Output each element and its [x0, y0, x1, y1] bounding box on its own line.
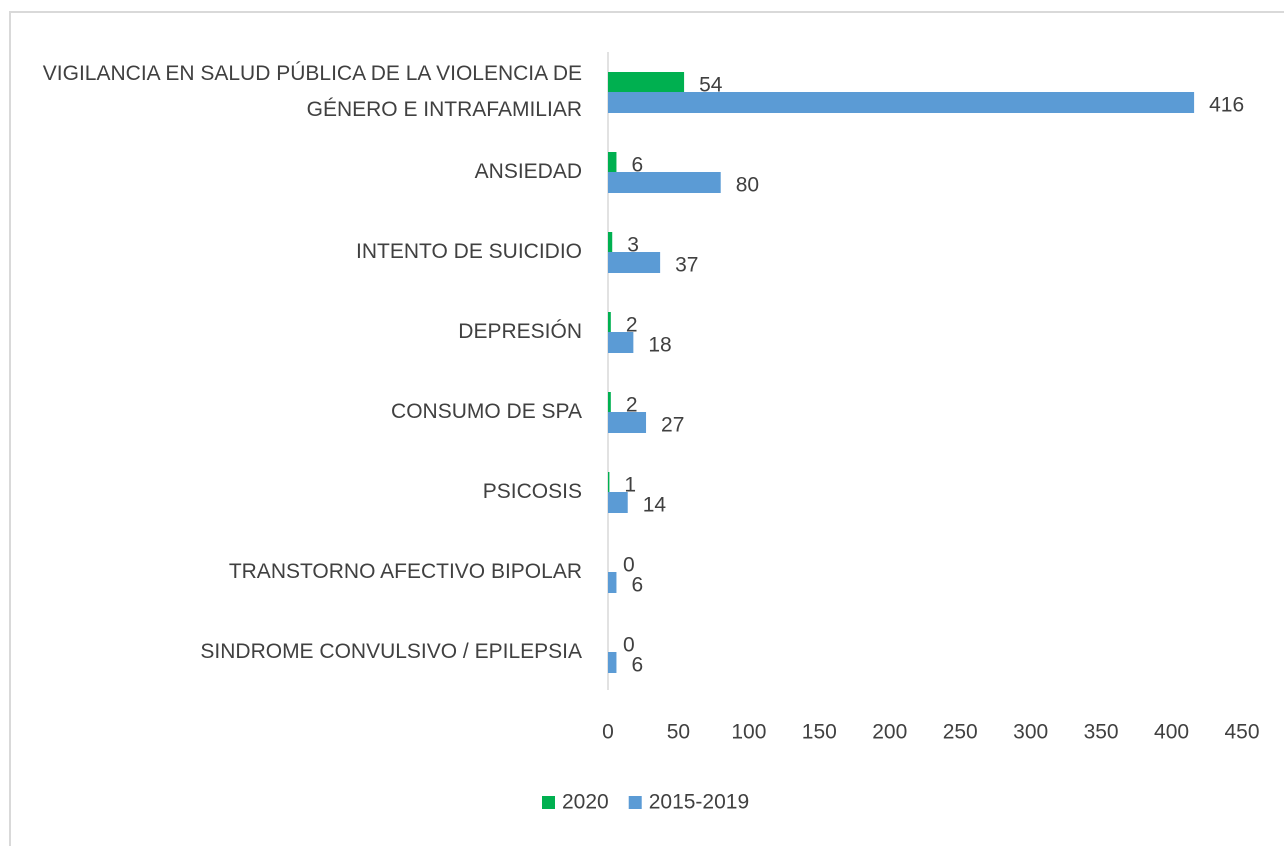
category-label: VIGILANCIA EN SALUD PÚBLICA DE LA VIOLEN…	[42, 62, 582, 121]
bar	[608, 172, 721, 193]
x-tick-label: 400	[1154, 721, 1189, 744]
data-label: 27	[661, 414, 684, 437]
x-tick-label: 50	[667, 721, 690, 744]
category-label: INTENTO DE SUICIDIO	[356, 240, 582, 263]
data-label: 6	[631, 654, 643, 677]
x-tick-label: 100	[731, 721, 766, 744]
x-tick-label: 350	[1084, 721, 1119, 744]
data-label: 0	[623, 634, 635, 657]
legend-label: 2015-2019	[649, 791, 749, 814]
x-tick-label: 450	[1224, 721, 1259, 744]
legend-label: 2020	[562, 791, 609, 814]
bar	[608, 152, 617, 173]
data-label: 14	[643, 494, 667, 517]
bar	[608, 492, 628, 513]
x-tick-label: 250	[943, 721, 978, 744]
category-label: ANSIEDAD	[474, 160, 582, 183]
bar	[608, 252, 661, 273]
data-label: 2	[626, 394, 638, 417]
category-label: TRANSTORNO AFECTIVO BIPOLAR	[228, 560, 582, 583]
data-label: 37	[675, 254, 698, 277]
bar	[608, 572, 617, 593]
x-tick-label: 150	[802, 721, 837, 744]
category-label: DEPRESIÓN	[458, 320, 582, 343]
legend-swatch	[542, 796, 555, 809]
bar	[608, 472, 610, 493]
category-label: CONSUMO DE SPA	[391, 400, 582, 423]
data-label: 0	[623, 554, 635, 577]
data-label: 54	[699, 74, 723, 97]
bar	[608, 92, 1195, 113]
data-label: 6	[631, 574, 643, 597]
bar	[608, 332, 634, 353]
data-label: 18	[648, 334, 671, 357]
x-tick-label: 300	[1013, 721, 1048, 744]
category-label: PSICOSIS	[482, 480, 582, 503]
data-label: 3	[627, 234, 639, 257]
bar	[608, 652, 617, 673]
bar	[608, 72, 685, 93]
legend-swatch	[628, 796, 642, 809]
data-label: 6	[631, 154, 643, 177]
bar	[608, 232, 613, 253]
data-label: 1	[624, 474, 636, 497]
category-label: SINDROME CONVULSIVO / EPILEPSIA	[200, 640, 582, 663]
x-tick-label: 0	[602, 721, 614, 744]
x-tick-label: 200	[872, 721, 907, 744]
data-label: 2	[626, 314, 638, 337]
bar	[608, 392, 611, 413]
data-label: 416	[1209, 94, 1244, 117]
bar	[608, 312, 611, 333]
chart-border	[9, 11, 1284, 846]
bar	[608, 412, 647, 433]
data-label: 80	[736, 174, 759, 197]
